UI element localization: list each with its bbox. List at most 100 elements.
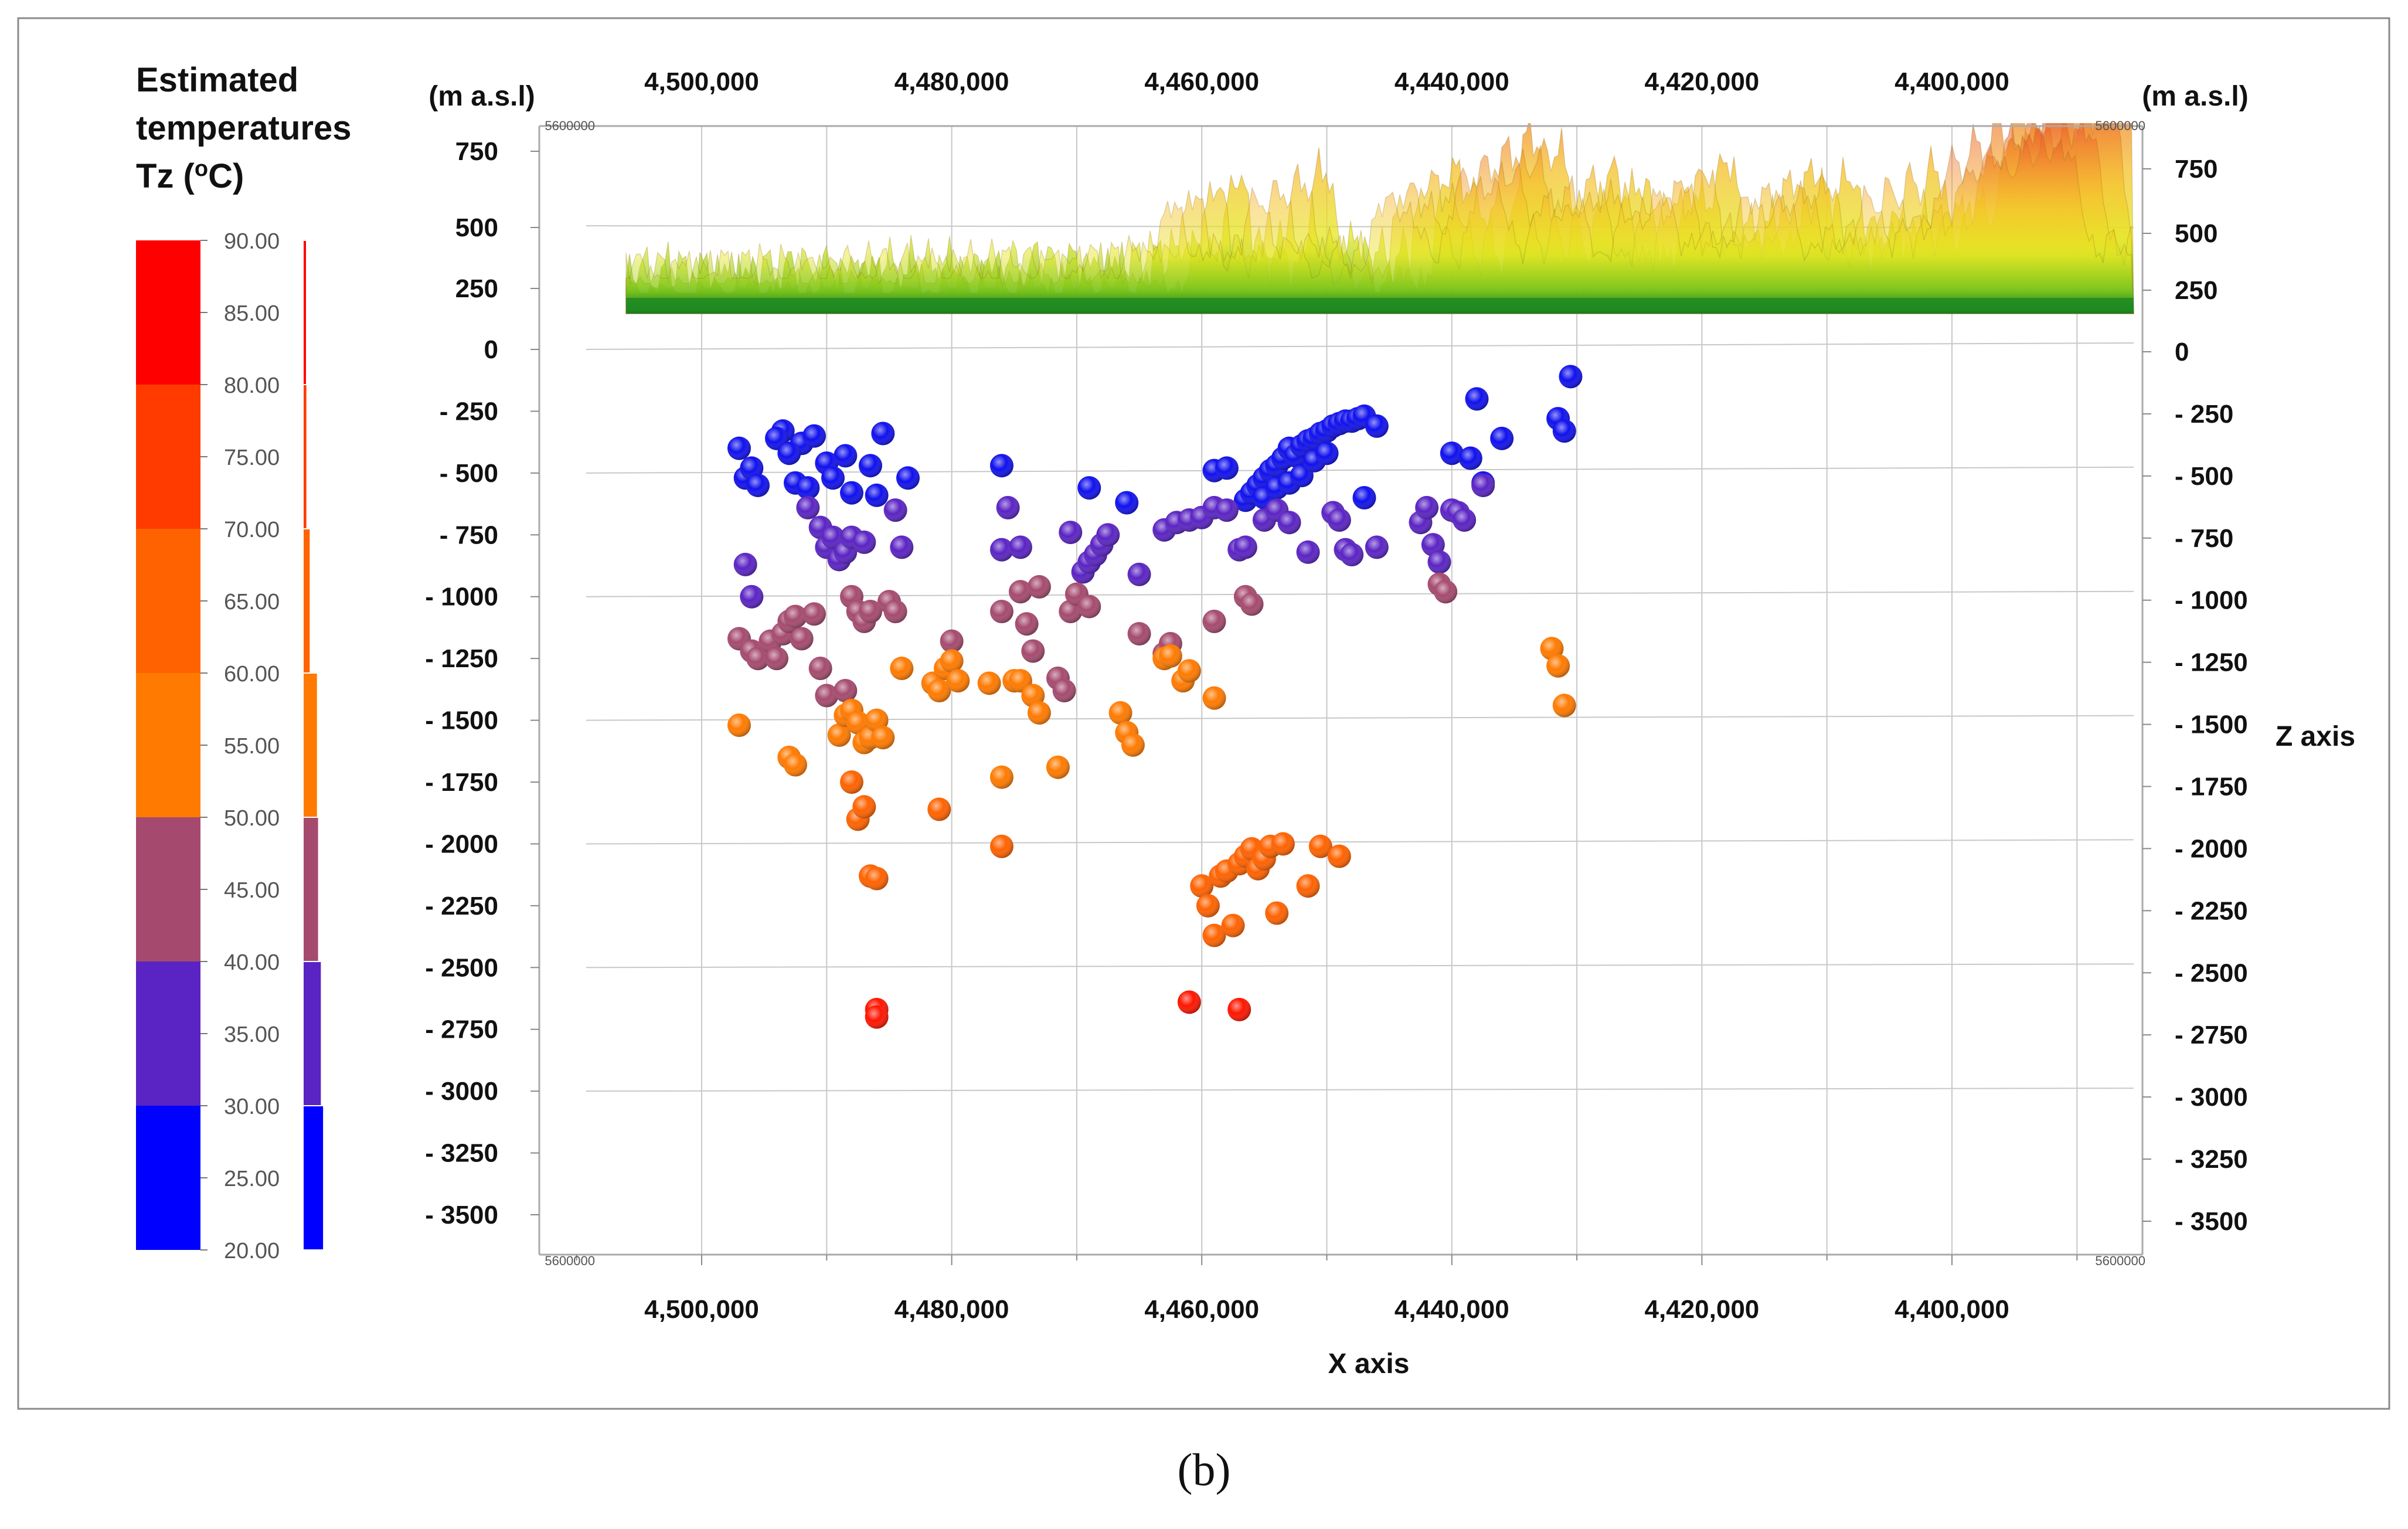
y-tick-label-left: - 250 xyxy=(440,397,498,426)
data-point-shading xyxy=(1177,990,1201,1014)
data-point-shading xyxy=(783,604,807,628)
legend-hist-bar-80-90 xyxy=(302,240,307,385)
data-point-shading xyxy=(764,647,788,671)
data-point-shading xyxy=(727,713,751,738)
data-point-shading xyxy=(834,678,858,702)
grid-line-horizontal xyxy=(586,590,2134,597)
y-tick-label-left: 0 xyxy=(484,335,498,364)
data-point-shading xyxy=(1046,755,1070,779)
data-point-shading xyxy=(1177,659,1201,683)
data-point-shading xyxy=(1158,644,1182,668)
y-tick-label-right: 0 xyxy=(2175,338,2189,366)
y-tick-label-left: - 2000 xyxy=(425,830,498,858)
x-tick-label-bottom: 4,400,000 xyxy=(1895,1295,2009,1324)
data-point-shading xyxy=(1202,686,1226,710)
x-tick-label-top: 4,420,000 xyxy=(1645,67,1760,96)
y-tick-label-right: 250 xyxy=(2175,276,2217,305)
y-tick-label-left: - 1000 xyxy=(425,583,498,611)
series-80-90 xyxy=(865,990,1251,1029)
data-point-shading xyxy=(896,466,920,490)
data-point-shading xyxy=(865,483,889,507)
legend-tick-label: 85.00 xyxy=(224,301,280,326)
legend-hist-bar-70-80 xyxy=(302,384,308,529)
y-tick-label-left: - 3000 xyxy=(425,1077,498,1106)
legend-title-suffix: C) xyxy=(208,157,244,195)
series-60-70 xyxy=(839,770,1351,947)
data-point-shading xyxy=(1352,486,1376,510)
data-point-shading xyxy=(1008,535,1032,559)
data-point-shading xyxy=(1115,491,1139,515)
data-point-shading xyxy=(1227,997,1251,1021)
data-point-shading xyxy=(1415,495,1439,519)
legend-tick-label: 35.00 xyxy=(224,1022,280,1047)
data-point-shading xyxy=(871,422,895,446)
grid-line-horizontal xyxy=(586,1088,2134,1092)
data-point-shading xyxy=(1059,521,1083,545)
y-tick-label-left: - 2500 xyxy=(425,953,498,982)
data-point-shading xyxy=(796,476,820,500)
grid-line-horizontal xyxy=(586,715,2134,721)
data-point-shading xyxy=(1265,901,1289,925)
data-point-shading xyxy=(1190,874,1214,898)
x-tick-label-top: 4,440,000 xyxy=(1395,67,1509,96)
data-point-shading xyxy=(1434,580,1458,604)
legend-tick-label: 55.00 xyxy=(224,734,280,759)
y-tick-label-left: 250 xyxy=(455,274,498,303)
legend-tick-label: 45.00 xyxy=(224,878,280,903)
legend-title-line-2: temperatures xyxy=(136,109,351,147)
legend-bin-40-50 xyxy=(136,817,200,961)
terrain-base xyxy=(626,298,2134,311)
data-point-shading xyxy=(821,466,845,490)
data-point-shading xyxy=(1315,441,1339,466)
legend-bin-60-70 xyxy=(136,529,200,673)
data-point-shading xyxy=(890,535,914,559)
data-point-shading xyxy=(1327,508,1351,532)
legend-bin-50-60 xyxy=(136,673,200,817)
data-point-shading xyxy=(1215,456,1239,480)
data-point-shading xyxy=(1108,701,1132,725)
legend-hist-bar-30-40 xyxy=(302,961,322,1106)
data-point-shading xyxy=(1296,874,1320,898)
legend-hist-bar-60-70 xyxy=(302,528,311,674)
y-tick-label-right: - 1250 xyxy=(2175,648,2248,677)
data-point-shading xyxy=(839,481,863,505)
data-point-shading xyxy=(740,585,764,609)
data-point-shading xyxy=(802,602,826,626)
x-tick-label-bottom: 4,480,000 xyxy=(895,1295,1009,1324)
legend-hist-bar-50-60 xyxy=(302,672,318,818)
data-point-shading xyxy=(1559,365,1583,389)
corner-label-bottom-left: 5600000 xyxy=(545,1253,595,1268)
legend-ticks: 90.00 85.00 80.00 75.00 70.00 65.00 60.00 55.00… xyxy=(200,229,280,1263)
grid-line-horizontal xyxy=(586,342,2134,350)
data-point-shading xyxy=(1465,387,1489,411)
legend-tick-label: 30.00 xyxy=(224,1095,280,1119)
legend-tick-label: 20.00 xyxy=(224,1239,280,1263)
data-point-shading xyxy=(1121,733,1145,757)
legend-tick-label: 40.00 xyxy=(224,950,280,975)
data-point-shading xyxy=(1453,508,1477,532)
data-point-shading xyxy=(1077,594,1101,619)
x-tick-label-bottom: 4,440,000 xyxy=(1395,1295,1509,1324)
data-point-shading xyxy=(1202,609,1226,633)
data-point-shading xyxy=(946,669,970,693)
legend-title-line-3: Tz (oC) xyxy=(136,157,244,195)
data-point-shading xyxy=(989,454,1013,478)
y-tick-label-right: - 250 xyxy=(2175,400,2233,429)
data-point-shading xyxy=(977,671,1001,695)
data-point-shading xyxy=(1296,540,1320,564)
x-tick-label-top: 4,400,000 xyxy=(1895,67,2009,96)
data-point-shading xyxy=(883,600,907,624)
legend-tick-label: 65.00 xyxy=(224,590,280,614)
y-tick-label-left: - 500 xyxy=(440,459,498,488)
left-unit-label: (m a.s.l) xyxy=(428,81,535,112)
data-point-shading xyxy=(1552,694,1576,718)
legend-tick-label: 50.00 xyxy=(224,806,280,831)
y-tick-label-left: 500 xyxy=(455,213,498,242)
legend-bin-20-30 xyxy=(136,1106,200,1250)
data-point-shading xyxy=(783,753,807,777)
y-tick-label-right: - 1000 xyxy=(2175,586,2248,615)
y-tick-label-left: 750 xyxy=(455,137,498,166)
data-point-shading xyxy=(1546,654,1570,678)
data-point-shading xyxy=(1027,701,1051,725)
